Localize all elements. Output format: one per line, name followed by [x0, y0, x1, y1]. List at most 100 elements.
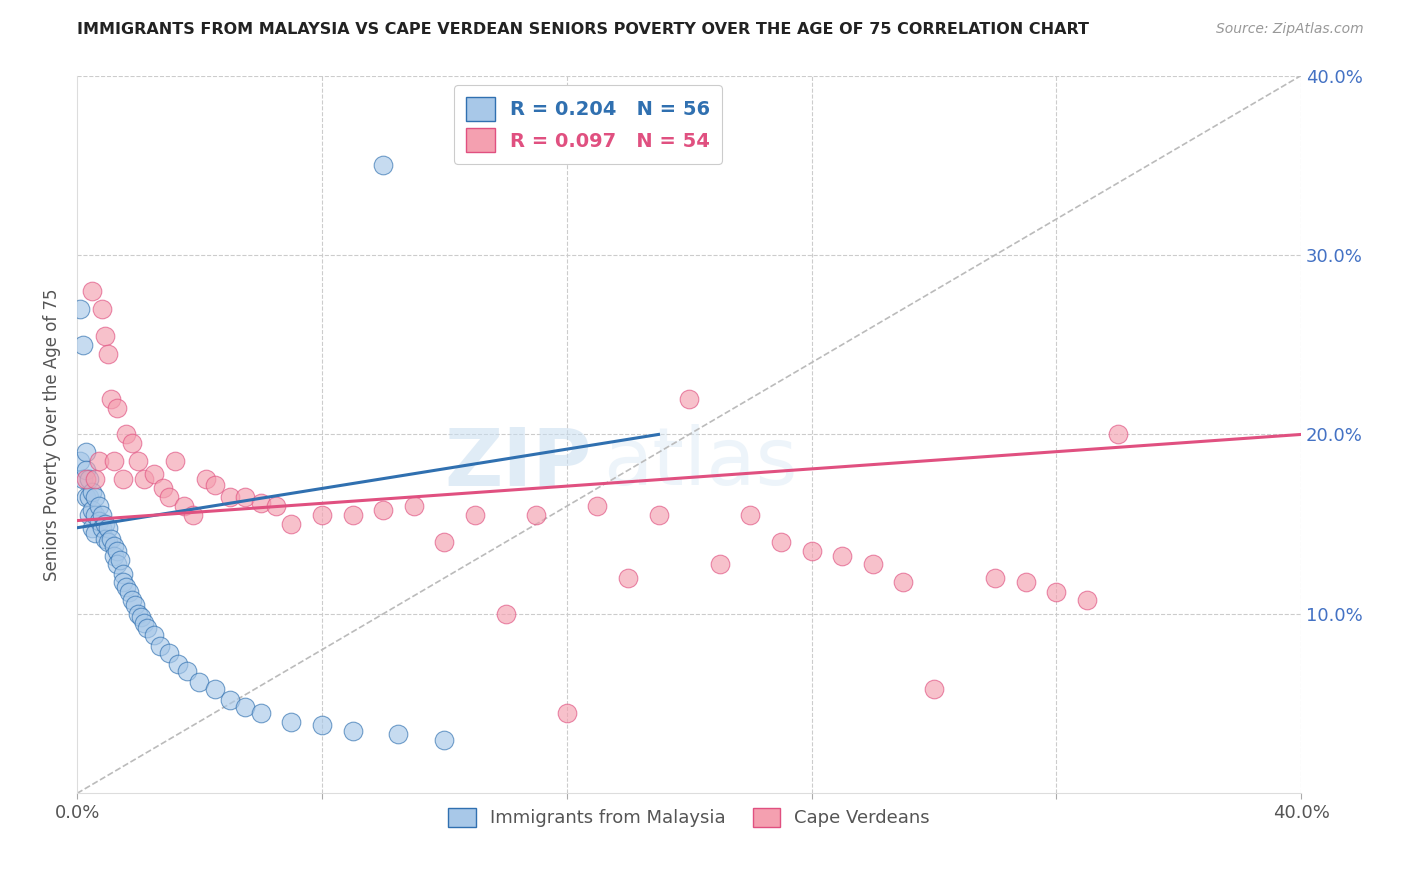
Point: [152, 481, 174, 495]
Point: [75, 463, 97, 477]
Point: [173, 500, 195, 514]
Point: [342, 723, 364, 738]
Text: IMMIGRANTS FROM MALAYSIA VS CAPE VERDEAN SENIORS POVERTY OVER THE AGE OF 75 CORR: IMMIGRANTS FROM MALAYSIA VS CAPE VERDEAN…: [77, 22, 1090, 37]
Point: [371, 158, 394, 172]
Point: [280, 517, 302, 532]
Point: [862, 557, 884, 571]
Point: [79, 490, 101, 504]
Point: [105, 401, 128, 415]
Point: [219, 490, 242, 504]
Point: [72, 472, 94, 486]
Point: [111, 574, 134, 589]
Point: [1015, 574, 1038, 589]
Point: [204, 477, 226, 491]
Point: [115, 427, 138, 442]
Point: [800, 544, 823, 558]
Point: [769, 535, 792, 549]
Point: [121, 592, 143, 607]
Point: [103, 539, 125, 553]
Point: [79, 508, 101, 523]
Y-axis label: Seniors Poverty Over the Age of 75: Seniors Poverty Over the Age of 75: [44, 288, 60, 581]
Point: [176, 665, 198, 679]
Point: [75, 472, 97, 486]
Point: [402, 500, 425, 514]
Point: [93, 517, 115, 532]
Point: [495, 607, 517, 621]
Point: [82, 503, 104, 517]
Point: [149, 639, 172, 653]
Point: [157, 646, 180, 660]
Point: [134, 615, 156, 630]
Point: [84, 526, 107, 541]
Point: [157, 490, 180, 504]
Point: [100, 532, 122, 546]
Point: [524, 508, 547, 523]
Point: [1045, 585, 1067, 599]
Point: [84, 472, 107, 486]
Legend: Immigrants from Malaysia, Cape Verdeans: Immigrants from Malaysia, Cape Verdeans: [441, 801, 936, 835]
Point: [183, 508, 205, 523]
Point: [100, 392, 122, 406]
Text: ZIP: ZIP: [444, 425, 591, 502]
Point: [118, 585, 141, 599]
Point: [235, 490, 257, 504]
Point: [90, 521, 112, 535]
Point: [127, 607, 149, 621]
Point: [124, 598, 146, 612]
Point: [984, 571, 1007, 585]
Point: [647, 508, 669, 523]
Point: [90, 301, 112, 316]
Point: [555, 706, 578, 720]
Point: [142, 628, 165, 642]
Point: [342, 508, 364, 523]
Point: [105, 544, 128, 558]
Point: [249, 495, 271, 509]
Point: [433, 732, 456, 747]
Point: [617, 571, 640, 585]
Point: [194, 472, 217, 486]
Point: [90, 508, 112, 523]
Point: [586, 500, 609, 514]
Text: atlas: atlas: [603, 425, 797, 502]
Point: [1076, 592, 1098, 607]
Point: [111, 567, 134, 582]
Point: [134, 472, 156, 486]
Point: [163, 454, 186, 468]
Point: [87, 454, 110, 468]
Point: [264, 500, 287, 514]
Point: [387, 727, 409, 741]
Point: [84, 508, 107, 523]
Point: [108, 553, 131, 567]
Point: [82, 284, 104, 298]
Point: [79, 472, 101, 486]
Point: [136, 621, 159, 635]
Point: [105, 557, 128, 571]
Point: [371, 503, 394, 517]
Point: [82, 484, 104, 499]
Point: [235, 700, 257, 714]
Point: [93, 328, 115, 343]
Point: [167, 657, 190, 672]
Point: [131, 610, 153, 624]
Point: [678, 392, 700, 406]
Point: [891, 574, 914, 589]
Point: [69, 454, 91, 468]
Text: Source: ZipAtlas.com: Source: ZipAtlas.com: [1216, 22, 1364, 37]
Point: [87, 514, 110, 528]
Point: [103, 549, 125, 564]
Point: [464, 508, 486, 523]
Point: [93, 532, 115, 546]
Point: [127, 454, 149, 468]
Point: [111, 472, 134, 486]
Point: [75, 445, 97, 459]
Point: [97, 535, 120, 549]
Point: [740, 508, 762, 523]
Point: [1107, 427, 1129, 442]
Point: [280, 714, 302, 729]
Point: [188, 675, 211, 690]
Point: [69, 301, 91, 316]
Point: [72, 337, 94, 351]
Point: [311, 508, 333, 523]
Point: [709, 557, 731, 571]
Point: [121, 436, 143, 450]
